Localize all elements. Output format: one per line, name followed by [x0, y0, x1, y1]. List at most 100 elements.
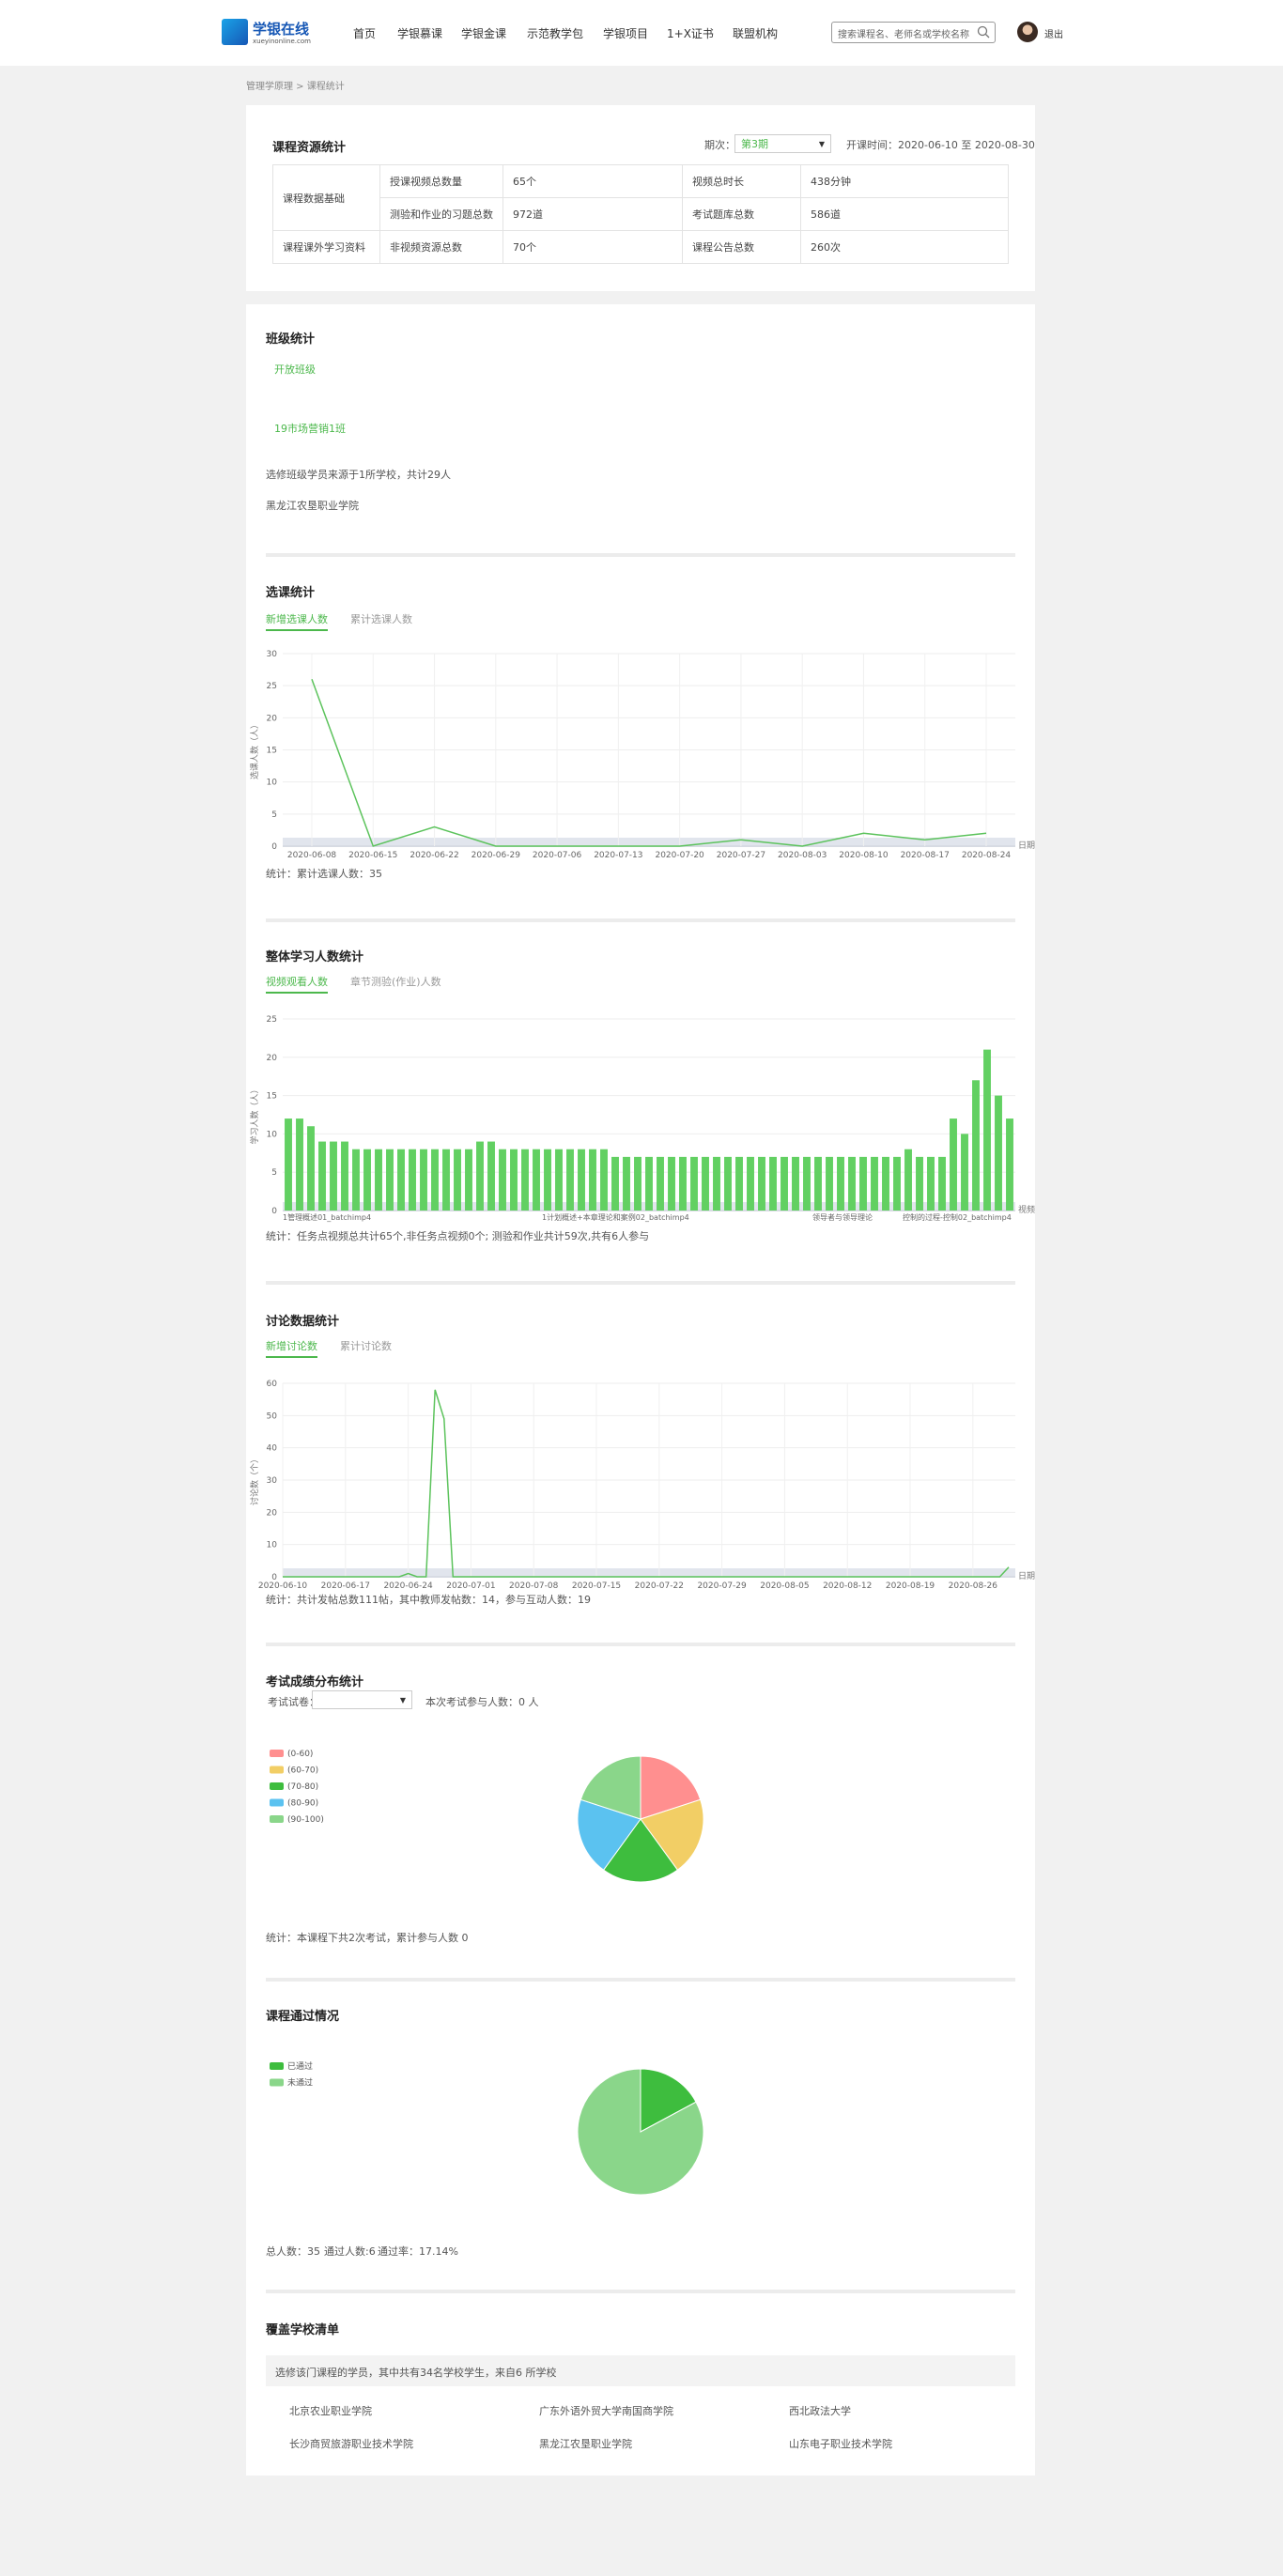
- y-tick-label: 20: [267, 714, 278, 723]
- paper-select[interactable]: ▼: [312, 1690, 412, 1709]
- header: 学银在线 xueyinonline.com 首页 学银慕课 学银金课 示范教学包…: [0, 0, 1283, 66]
- nav-item[interactable]: 学银项目: [603, 27, 649, 40]
- cell: 586道: [800, 197, 1009, 231]
- search-icon[interactable]: [977, 25, 991, 39]
- x-tick-label: 2020-07-27: [717, 851, 765, 860]
- bar: [566, 1149, 574, 1211]
- x-tick-label: 2020-06-08: [287, 851, 337, 860]
- logo-sub: xueyinonline.com: [253, 38, 311, 45]
- bar: [814, 1156, 822, 1211]
- cell: 438分钟: [800, 164, 1009, 198]
- logo-name[interactable]: 学银在线: [253, 21, 310, 38]
- x-axis-label: 视频: [1018, 1204, 1035, 1215]
- bar: [916, 1156, 923, 1211]
- nav-item[interactable]: 学银慕课: [397, 27, 443, 40]
- nav-item[interactable]: 联盟机构: [733, 27, 779, 40]
- x-tick-label: 1计划概述+本章理论和案例02_batchimp4: [542, 1212, 689, 1222]
- x-tick-label: 2020-08-10: [839, 851, 889, 860]
- tab[interactable]: 新增讨论数: [266, 1338, 317, 1358]
- divider: [266, 553, 1015, 557]
- school: 长沙商贸旅游职业技术学院: [289, 2438, 413, 2450]
- avatar[interactable]: [1017, 22, 1038, 42]
- nav-item[interactable]: 1+X证书: [667, 27, 714, 40]
- bar: [386, 1149, 394, 1211]
- bar: [431, 1149, 439, 1211]
- y-tick-label: 25: [267, 1015, 277, 1025]
- breadcrumb[interactable]: 管理学原理 > 课程统计: [246, 82, 345, 92]
- x-tick-label: 2020-08-17: [901, 851, 950, 860]
- x-tick-label: 2020-07-22: [635, 1581, 684, 1591]
- nav-item[interactable]: 首页: [353, 27, 377, 40]
- term-select[interactable]: 第3期 ▼: [734, 134, 831, 153]
- x-tick-label: 2020-08-03: [778, 851, 827, 860]
- bar: [341, 1141, 348, 1211]
- pie-slice: [640, 1755, 702, 1820]
- x-tick-label: 2020-08-05: [760, 1581, 809, 1591]
- y-tick-label: 50: [267, 1411, 278, 1421]
- x-tick-label: 2020-08-26: [949, 1581, 998, 1591]
- x-tick-label: 2020-08-19: [886, 1581, 935, 1591]
- x-tick-label: 2020-06-29: [471, 851, 521, 860]
- y-tick-label: 0: [271, 1207, 277, 1216]
- term-value: 第3期: [741, 138, 768, 150]
- x-tick-label: 2020-06-15: [348, 851, 397, 860]
- bar: [454, 1149, 461, 1211]
- logout[interactable]: 退出: [1044, 30, 1063, 40]
- legend-label: 已通过: [287, 2060, 313, 2072]
- bar: [927, 1156, 935, 1211]
- summary-passed: 通过人数:6: [324, 2245, 376, 2258]
- study-chart: 0 5 10 15 20 25 学习人数（人） 视频 1管理概述01_batchimp4 1计划概…: [249, 1015, 1035, 1222]
- cell: 课程公告总数: [682, 230, 801, 264]
- cell: 课程数据基础: [272, 164, 380, 231]
- y-tick-label: 5: [271, 1168, 277, 1178]
- x-tick-label: 2020-07-01: [446, 1581, 495, 1591]
- nav-item[interactable]: 学银金课: [461, 27, 507, 40]
- school: 黑龙江农垦职业学院: [539, 2438, 632, 2450]
- section-title: 选课统计: [266, 586, 316, 600]
- logo-icon[interactable]: [222, 19, 248, 45]
- x-tick-label: 2020-06-10: [258, 1581, 308, 1591]
- bar: [465, 1149, 472, 1211]
- tab[interactable]: 视频观看人数: [266, 974, 328, 994]
- x-tick-label: 领导者与领导理论: [812, 1212, 873, 1222]
- tab[interactable]: 累计讨论数: [340, 1340, 392, 1352]
- cell: 70个: [502, 230, 683, 264]
- bar: [724, 1156, 732, 1211]
- y-tick-label: 5: [271, 810, 277, 820]
- cell: 考试题库总数: [682, 197, 801, 231]
- bar: [623, 1156, 630, 1211]
- bar: [600, 1149, 608, 1211]
- tab[interactable]: 累计选课人数: [350, 613, 412, 625]
- bar: [871, 1156, 878, 1211]
- legend-label: (80-90): [287, 1799, 318, 1809]
- bar: [1006, 1118, 1013, 1211]
- bar: [285, 1118, 292, 1211]
- cell: 授课视频总数量: [379, 164, 503, 198]
- y-tick-label: 30: [267, 650, 278, 659]
- bar: [893, 1156, 901, 1211]
- bar: [792, 1156, 799, 1211]
- tab[interactable]: 新增选课人数: [266, 611, 328, 631]
- bar: [487, 1141, 495, 1211]
- bar: [690, 1156, 698, 1211]
- nav-item[interactable]: 示范教学包: [527, 27, 584, 40]
- x-tick-label: 2020-07-08: [509, 1581, 559, 1591]
- enroll-chart: 0 5 10 15 20 25 30 选课人数（人） 日期 2020-06-08 2020-06-1…: [249, 650, 1035, 860]
- bar: [769, 1156, 777, 1211]
- y-axis-label: 学习人数（人）: [249, 1085, 260, 1144]
- class-tab[interactable]: 开放班级: [274, 363, 316, 376]
- search-box[interactable]: 搜索课程名、老师名或学校名称: [831, 22, 996, 43]
- class-name[interactable]: 19市场营销1班: [274, 423, 346, 435]
- tab[interactable]: 章节测验(作业)人数: [350, 976, 441, 988]
- bar: [702, 1156, 709, 1211]
- bar: [533, 1149, 540, 1211]
- bar: [859, 1156, 867, 1211]
- resource-table: 课程数据基础 授课视频总数量 65个 视频总时长 438分钟 测验和作业的习题总…: [272, 164, 1009, 264]
- bar: [499, 1149, 506, 1211]
- bar: [420, 1149, 427, 1211]
- bar: [995, 1095, 1002, 1211]
- summary: 统计：共计发帖总数111帖，其中教师发帖数：14，参与互动人数：19: [266, 1594, 591, 1606]
- legend-swatch: [270, 1798, 284, 1807]
- summary: 统计：本课程下共2次考试，累计参与人数 0: [266, 1932, 469, 1944]
